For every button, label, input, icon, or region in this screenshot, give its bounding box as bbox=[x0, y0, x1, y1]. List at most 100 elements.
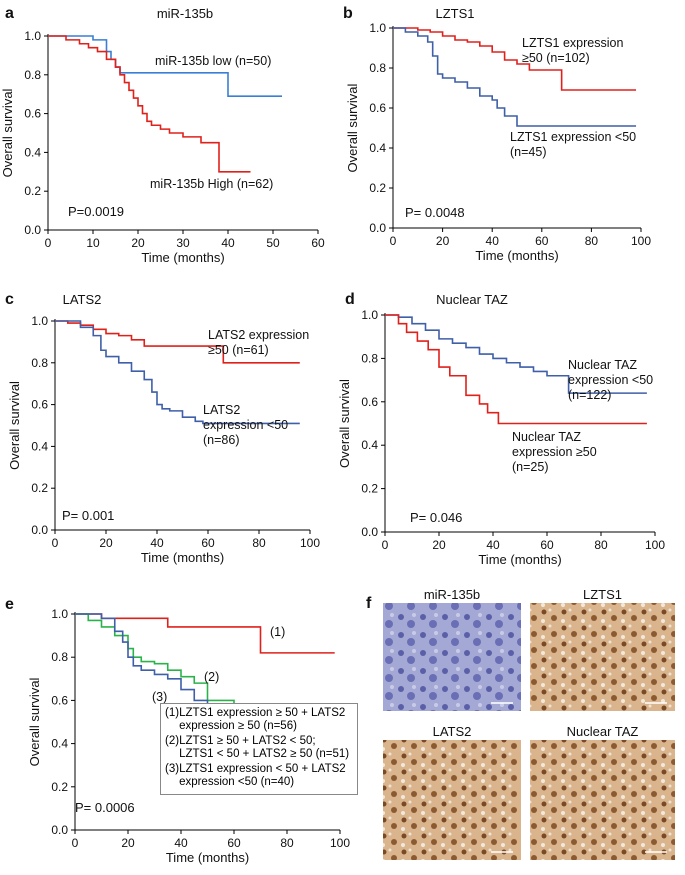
x-axis-label: Time (months) bbox=[478, 552, 561, 567]
legend-text: LZTS1 expression < 50 + LATS2 expression… bbox=[179, 763, 346, 788]
survival-curve bbox=[75, 613, 340, 721]
y-tick-label: 1.0 bbox=[24, 29, 41, 43]
histology-image bbox=[383, 603, 521, 711]
y-axis-label: Overall survival bbox=[27, 677, 42, 766]
y-tick-label: 0.6 bbox=[24, 107, 41, 121]
histology-image bbox=[383, 740, 521, 860]
y-tick-label: 0.6 bbox=[369, 101, 386, 115]
y-tick-label: 1.0 bbox=[31, 314, 48, 328]
chart-title: miR-135b bbox=[157, 6, 213, 21]
p-value: P= 0.0048 bbox=[405, 205, 465, 220]
y-axis-label: Overall survival bbox=[7, 381, 22, 470]
image-label: LZTS1 bbox=[583, 587, 622, 602]
panel-letter: b bbox=[343, 5, 353, 22]
x-tick-label: 40 bbox=[150, 536, 164, 550]
y-tick-label: 0.0 bbox=[369, 221, 386, 235]
panel-letter: c bbox=[5, 291, 14, 308]
legend-item: (1) LZTS1 expression ≥ 50 + LATS2 express… bbox=[165, 707, 353, 733]
survival-curve bbox=[55, 320, 300, 364]
legend-key: (1) bbox=[165, 707, 180, 719]
chart-title: LATS2 bbox=[63, 292, 102, 307]
x-tick-label: 100 bbox=[300, 536, 320, 550]
y-tick-label: 1.0 bbox=[369, 21, 386, 35]
x-tick-label: 40 bbox=[174, 836, 188, 850]
series-label: (2) bbox=[204, 670, 220, 684]
y-tick-label: 0.2 bbox=[361, 482, 378, 496]
series-label: Nuclear TAZ expression ≥50 (n=25) bbox=[512, 430, 597, 474]
survival-curve bbox=[393, 27, 637, 127]
image-label: Nuclear TAZ bbox=[567, 724, 639, 739]
histology-image bbox=[530, 740, 675, 860]
y-axis-label: Overall survival bbox=[345, 83, 360, 172]
legend-text: LZTS1 expression ≥ 50 + LATS2 expression… bbox=[179, 707, 346, 732]
y-tick-label: 0.4 bbox=[361, 438, 378, 452]
survival-curve bbox=[75, 613, 340, 715]
x-tick-label: 40 bbox=[486, 234, 500, 248]
legend-item: (2) LZTS1 ≥ 50 + LATS2 < 50; LZTS1 < 50 +… bbox=[165, 735, 353, 761]
x-tick-label: 60 bbox=[201, 536, 215, 550]
y-tick-label: 0.2 bbox=[51, 780, 68, 794]
p-value: P= 0.046 bbox=[410, 510, 463, 525]
x-tick-label: 80 bbox=[252, 536, 266, 550]
x-tick-label: 40 bbox=[486, 538, 500, 552]
y-tick-label: 0.4 bbox=[51, 737, 68, 751]
x-axis-label: Time (months) bbox=[475, 248, 558, 263]
y-axis-label: Overall survival bbox=[337, 379, 352, 468]
legend: (1) LZTS1 expression ≥ 50 + LATS2 express… bbox=[160, 703, 358, 795]
x-tick-label: 10 bbox=[86, 236, 100, 250]
x-tick-label: 60 bbox=[311, 236, 325, 250]
series-label: miR-135b High (n=62) bbox=[150, 177, 274, 191]
y-tick-label: 0.2 bbox=[24, 184, 41, 198]
y-tick-label: 0.2 bbox=[31, 481, 48, 495]
x-tick-label: 60 bbox=[540, 538, 554, 552]
x-tick-label: 80 bbox=[594, 538, 608, 552]
x-tick-label: 80 bbox=[585, 234, 599, 248]
series-label: (1) bbox=[270, 625, 286, 639]
x-axis-label: Time (months) bbox=[166, 850, 249, 865]
x-tick-label: 0 bbox=[45, 236, 52, 250]
x-axis-label: Time (months) bbox=[141, 550, 224, 565]
legend-item: (3) LZTS1 expression < 50 + LATS2 express… bbox=[165, 763, 353, 789]
legend-key: (2) bbox=[165, 735, 180, 747]
p-value: P= 0.0006 bbox=[75, 800, 135, 815]
x-axis-label: Time (months) bbox=[141, 250, 224, 265]
x-tick-label: 40 bbox=[221, 236, 235, 250]
series-label: LZTS1 expression <50 (n=45) bbox=[510, 130, 637, 159]
y-tick-label: 0.8 bbox=[369, 61, 386, 75]
y-tick-label: 0.0 bbox=[24, 223, 41, 237]
x-tick-label: 20 bbox=[121, 836, 135, 850]
chart-title: Nuclear TAZ bbox=[436, 292, 508, 307]
x-tick-label: 50 bbox=[266, 236, 280, 250]
x-tick-label: 60 bbox=[535, 234, 549, 248]
y-tick-label: 0.8 bbox=[361, 351, 378, 365]
survival-curve bbox=[48, 35, 251, 173]
y-tick-label: 0.6 bbox=[51, 693, 68, 707]
y-tick-label: 0.0 bbox=[361, 525, 378, 539]
x-tick-label: 0 bbox=[382, 538, 389, 552]
x-tick-label: 100 bbox=[631, 234, 651, 248]
x-tick-label: 0 bbox=[72, 836, 79, 850]
y-tick-label: 1.0 bbox=[51, 607, 68, 621]
survival-curve bbox=[55, 320, 300, 425]
y-tick-label: 0.8 bbox=[24, 68, 41, 82]
x-tick-label: 100 bbox=[645, 538, 665, 552]
panel-letter: e bbox=[5, 596, 14, 613]
y-tick-label: 1.0 bbox=[361, 308, 378, 322]
y-tick-label: 0.0 bbox=[51, 823, 68, 837]
y-tick-label: 0.4 bbox=[369, 141, 386, 155]
survival-curve bbox=[385, 314, 647, 425]
x-tick-label: 20 bbox=[432, 538, 446, 552]
y-tick-label: 0.4 bbox=[24, 145, 41, 159]
y-tick-label: 0.2 bbox=[369, 181, 386, 195]
image-label: LATS2 bbox=[433, 724, 472, 739]
y-tick-label: 0.4 bbox=[31, 439, 48, 453]
p-value: P=0.0019 bbox=[68, 204, 125, 219]
chart-title: LZTS1 bbox=[435, 6, 474, 21]
x-tick-label: 100 bbox=[330, 836, 350, 850]
legend-text: LZTS1 ≥ 50 + LATS2 < 50; LZTS1 < 50 + LA… bbox=[179, 735, 350, 760]
x-tick-label: 60 bbox=[227, 836, 241, 850]
panel-letter: f bbox=[366, 595, 372, 612]
series-label: LZTS1 expression ≥50 (n=102) bbox=[522, 36, 624, 65]
